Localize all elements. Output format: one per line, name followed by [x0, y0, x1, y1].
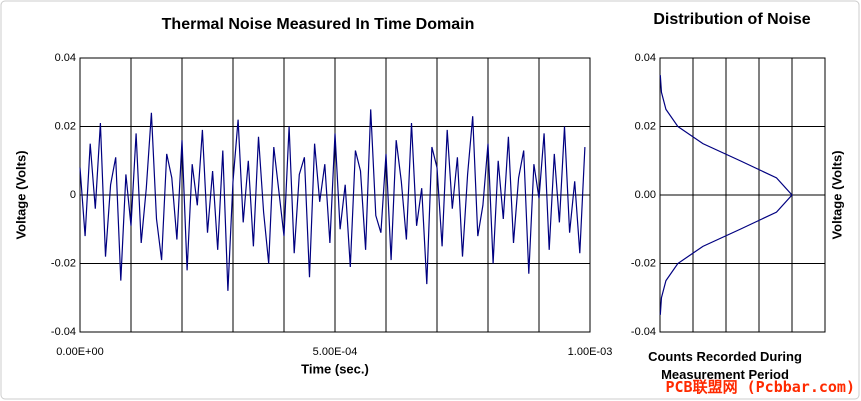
x-axis-label: Time (sec.)	[301, 361, 369, 376]
y-tick-label: 0.04	[635, 52, 656, 64]
y-axis-label: Voltage (Volts)	[13, 150, 28, 239]
y-tick-label: 0.00	[635, 189, 656, 201]
chart-title: Distribution of Noise	[653, 11, 810, 28]
chart-title: Thermal Noise Measured In Time Domain	[162, 16, 475, 33]
data-line	[659, 75, 793, 315]
data-line	[79, 109, 586, 291]
y-tick-label: -0.02	[631, 257, 656, 269]
y-tick-label: 0.02	[55, 120, 76, 132]
watermark: PCB联盟网 (Pcbbar.com)	[665, 378, 856, 396]
y-tick-label: -0.02	[51, 257, 76, 269]
y-axis-label: Voltage (Volts)	[829, 150, 844, 239]
x-tick-label: 0.00E+00	[56, 346, 103, 358]
y-tick-label: 0	[70, 189, 76, 201]
x-tick-label: 1.00E-03	[568, 346, 613, 358]
y-tick-label: 0.04	[55, 52, 76, 64]
y-tick-label: -0.04	[631, 326, 656, 338]
y-tick-label: 0.02	[635, 120, 656, 132]
y-tick-label: -0.04	[51, 326, 76, 338]
x-tick-label: 5.00E-04	[313, 346, 358, 358]
x-axis-label: Counts Recorded During Measurement Perio…	[648, 349, 802, 382]
